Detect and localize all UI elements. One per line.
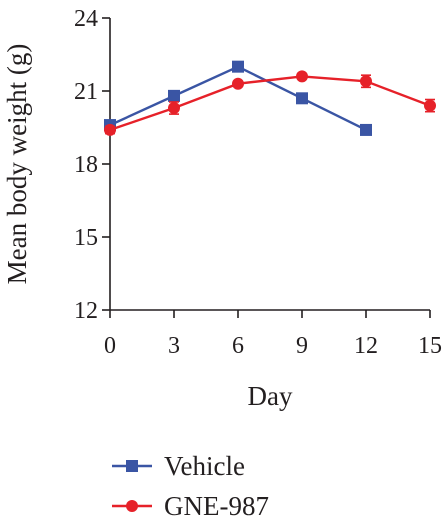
series-line <box>109 65 367 131</box>
x-tick-label: 9 <box>296 333 308 359</box>
legend-item-1: Vehicle <box>112 451 245 481</box>
data-point <box>232 60 244 73</box>
series-1 <box>104 60 372 136</box>
y-tick-label: 18 <box>74 152 98 178</box>
data-point <box>360 75 372 88</box>
legend-label: GNE-987 <box>164 491 269 521</box>
x-tick-label: 3 <box>168 333 180 359</box>
data-point <box>168 102 180 115</box>
data-point <box>424 99 436 112</box>
y-tick-label: 21 <box>74 79 98 105</box>
series-2 <box>104 70 436 136</box>
data-point <box>168 89 180 102</box>
y-tick-label: 24 <box>74 6 98 32</box>
data-point <box>232 77 244 90</box>
x-axis-title: Day <box>248 381 293 411</box>
y-tick-label: 12 <box>74 298 98 324</box>
legend-item-2: GNE-987 <box>112 491 269 521</box>
y-tick-label: 15 <box>74 225 98 251</box>
y-axis-title: Mean body weight (g) <box>2 44 32 285</box>
x-tick-label: 12 <box>354 333 378 359</box>
legend-marker <box>126 500 138 512</box>
x-tick-label: 0 <box>104 333 116 359</box>
legend-marker <box>126 460 138 472</box>
data-point <box>296 92 308 105</box>
data-point <box>360 123 372 136</box>
legend: Vehicle GNE-987 <box>112 451 269 521</box>
series-line <box>109 75 431 132</box>
series-layer <box>104 60 436 136</box>
x-tick-label: 15 <box>418 333 442 359</box>
data-point <box>104 123 116 136</box>
legend-label: Vehicle <box>164 451 245 481</box>
data-point <box>296 70 308 83</box>
axes: 12 15 18 21 24 0 3 6 9 12 15 Day Mean body weight (g… <box>2 6 442 411</box>
x-tick-label: 6 <box>232 333 244 359</box>
